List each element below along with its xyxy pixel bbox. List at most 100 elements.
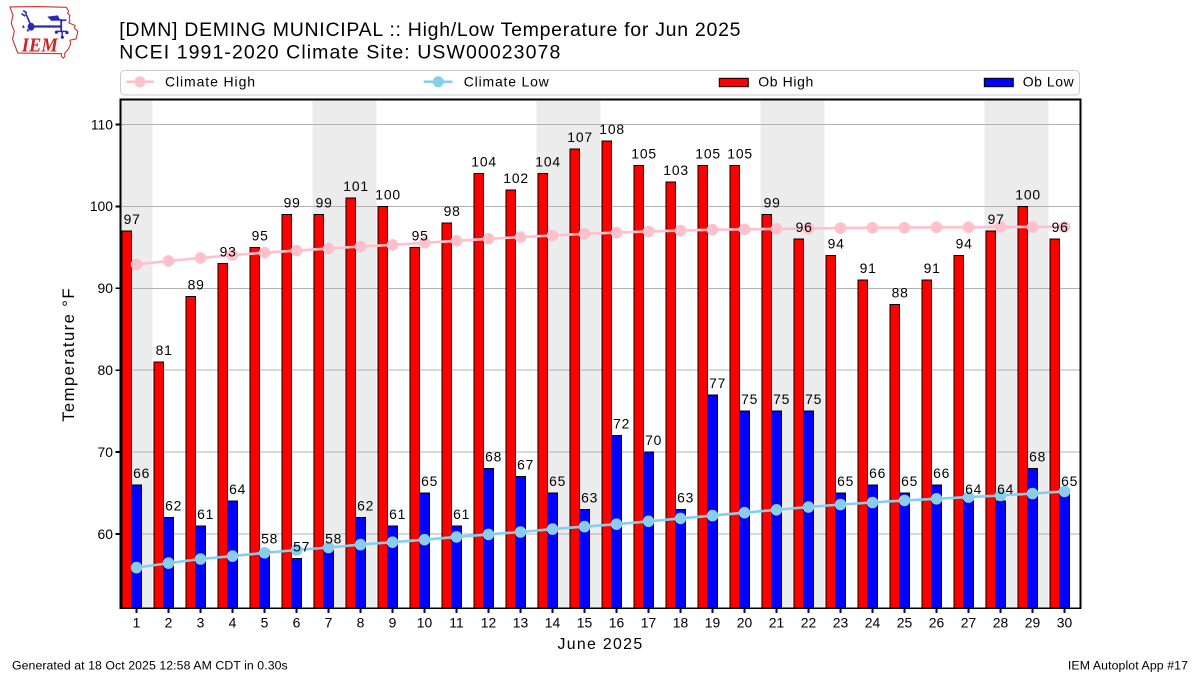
svg-text:IEM Autoplot App #17: IEM Autoplot App #17 (1068, 659, 1188, 673)
svg-text:NCEI 1991-2020 Climate Site: U: NCEI 1991-2020 Climate Site: USW00023078 (119, 42, 561, 64)
svg-text:60: 60 (98, 526, 114, 542)
svg-text:99: 99 (316, 195, 333, 211)
svg-text:58: 58 (325, 530, 342, 546)
svg-text:68: 68 (1029, 449, 1046, 465)
svg-text:11: 11 (449, 615, 464, 631)
svg-text:95: 95 (252, 227, 269, 243)
svg-text:8: 8 (357, 615, 365, 631)
svg-text:105: 105 (631, 145, 657, 161)
svg-text:61: 61 (453, 506, 470, 522)
svg-text:17: 17 (641, 615, 657, 631)
svg-text:29: 29 (1025, 615, 1041, 631)
svg-text:95: 95 (412, 227, 429, 243)
svg-text:20: 20 (737, 615, 753, 631)
svg-text:62: 62 (165, 498, 182, 514)
svg-text:Generated at 18 Oct 2025 12:58: Generated at 18 Oct 2025 12:58 AM CDT in… (12, 659, 288, 673)
svg-text:16: 16 (609, 615, 625, 631)
svg-text:67: 67 (517, 457, 534, 473)
svg-text:72: 72 (613, 416, 630, 432)
svg-text:80: 80 (98, 362, 114, 378)
svg-text:Ob High: Ob High (758, 73, 814, 89)
svg-text:94: 94 (828, 236, 845, 252)
svg-text:26: 26 (929, 615, 945, 631)
svg-text:66: 66 (933, 465, 950, 481)
svg-text:Climate Low: Climate Low (464, 73, 550, 89)
svg-text:65: 65 (837, 473, 854, 489)
svg-text:100: 100 (1015, 186, 1041, 202)
svg-text:7: 7 (325, 615, 333, 631)
svg-text:90: 90 (98, 280, 114, 296)
svg-text:65: 65 (1061, 473, 1078, 489)
svg-text:104: 104 (535, 154, 561, 170)
svg-text:64: 64 (965, 481, 982, 497)
svg-text:10: 10 (417, 615, 433, 631)
svg-text:105: 105 (727, 145, 753, 161)
svg-text:99: 99 (764, 195, 781, 211)
svg-text:Ob Low: Ob Low (1023, 73, 1075, 89)
svg-text:3: 3 (197, 615, 205, 631)
svg-text:12: 12 (481, 615, 497, 631)
svg-text:21: 21 (769, 615, 785, 631)
svg-text:70: 70 (98, 444, 114, 460)
svg-text:81: 81 (156, 342, 173, 358)
svg-text:13: 13 (513, 615, 529, 631)
svg-text:24: 24 (865, 615, 881, 631)
svg-text:99: 99 (284, 195, 301, 211)
svg-text:66: 66 (869, 465, 886, 481)
svg-text:62: 62 (357, 498, 374, 514)
svg-text:98: 98 (444, 203, 461, 219)
svg-text:4: 4 (229, 615, 237, 631)
svg-text:110: 110 (91, 116, 113, 132)
svg-text:94: 94 (956, 236, 973, 252)
svg-text:25: 25 (897, 615, 913, 631)
svg-text:64: 64 (997, 481, 1014, 497)
svg-text:102: 102 (503, 170, 529, 186)
svg-text:61: 61 (197, 506, 214, 522)
svg-text:100: 100 (90, 198, 113, 214)
svg-text:91: 91 (924, 260, 941, 276)
svg-text:93: 93 (220, 244, 237, 260)
svg-text:89: 89 (188, 277, 205, 293)
svg-text:IEM: IEM (21, 35, 59, 57)
svg-text:64: 64 (229, 481, 246, 497)
svg-text:19: 19 (705, 615, 721, 631)
svg-text:96: 96 (796, 219, 813, 235)
svg-text:103: 103 (663, 162, 689, 178)
svg-text:14: 14 (545, 615, 561, 631)
svg-text:28: 28 (993, 615, 1009, 631)
svg-text:96: 96 (1052, 219, 1069, 235)
svg-text:65: 65 (901, 473, 918, 489)
svg-text:108: 108 (599, 121, 625, 137)
svg-text:77: 77 (709, 375, 726, 391)
svg-text:27: 27 (961, 615, 977, 631)
svg-text:70: 70 (645, 432, 662, 448)
svg-text:June 2025: June 2025 (558, 636, 644, 653)
svg-text:101: 101 (343, 178, 369, 194)
svg-text:61: 61 (389, 506, 406, 522)
svg-text:9: 9 (389, 615, 397, 631)
svg-text:58: 58 (261, 530, 278, 546)
svg-text:6: 6 (293, 615, 301, 631)
svg-text:23: 23 (833, 615, 849, 631)
svg-text:68: 68 (485, 449, 502, 465)
svg-text:97: 97 (124, 211, 141, 227)
svg-text:2: 2 (165, 615, 173, 631)
svg-text:1: 1 (133, 615, 141, 631)
svg-text:[DMN] DEMING MUNICIPAL :: High: [DMN] DEMING MUNICIPAL :: High/Low Tempe… (119, 19, 741, 41)
svg-text:104: 104 (471, 154, 497, 170)
svg-text:63: 63 (677, 489, 694, 505)
svg-text:22: 22 (801, 615, 817, 631)
svg-text:30: 30 (1057, 615, 1073, 631)
svg-text:66: 66 (133, 465, 150, 481)
svg-text:75: 75 (741, 391, 758, 407)
svg-text:65: 65 (421, 473, 438, 489)
svg-text:5: 5 (261, 615, 269, 631)
svg-text:18: 18 (673, 615, 689, 631)
svg-text:63: 63 (581, 489, 598, 505)
svg-text:91: 91 (860, 260, 877, 276)
svg-text:105: 105 (695, 145, 721, 161)
svg-text:Climate High: Climate High (165, 73, 256, 89)
svg-text:57: 57 (293, 539, 310, 555)
svg-text:100: 100 (375, 186, 401, 202)
svg-text:65: 65 (549, 473, 566, 489)
